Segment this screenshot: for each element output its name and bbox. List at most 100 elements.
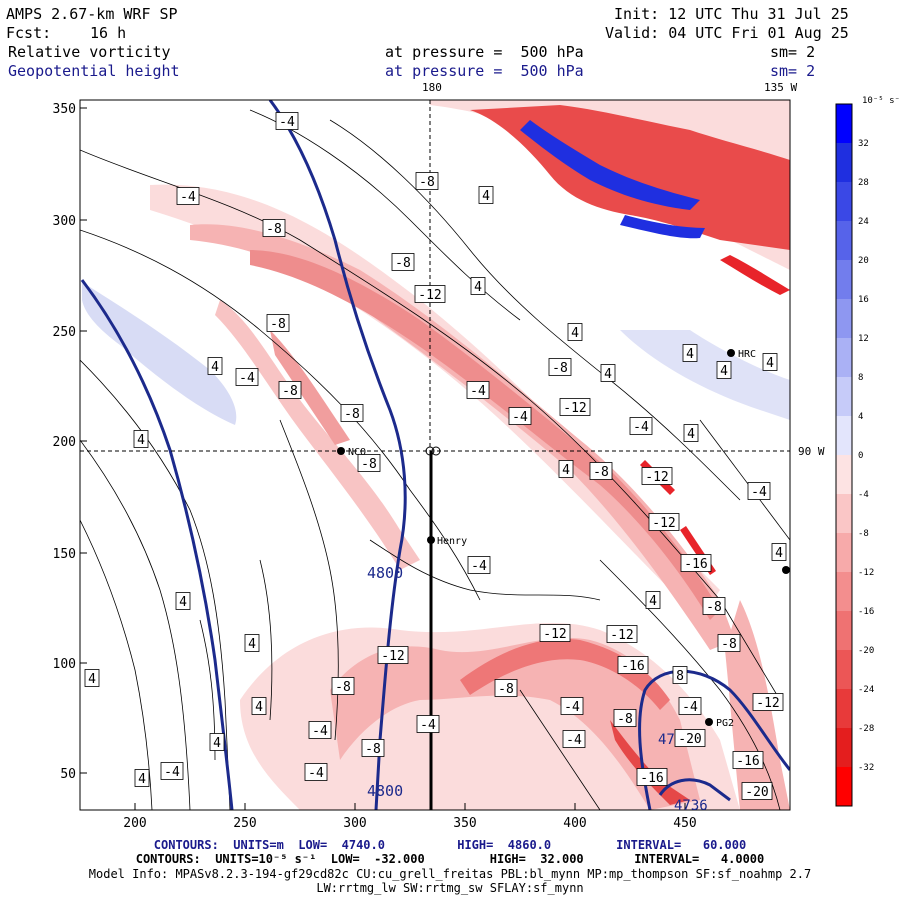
vorticity-label: -8 bbox=[266, 222, 282, 237]
height-contour-central bbox=[268, 100, 407, 810]
vorticity-label-box bbox=[600, 364, 616, 382]
vorticity-label: -8 bbox=[361, 457, 377, 472]
colorbar-tick-label: 20 bbox=[858, 256, 869, 266]
vorticity-label: -4 bbox=[420, 718, 436, 733]
vorticity-label: -16 bbox=[736, 754, 759, 769]
vorticity-label: 4 bbox=[213, 736, 221, 751]
colorbar-tick-label: 28 bbox=[858, 178, 869, 188]
vorticity-label: -4 bbox=[180, 190, 196, 205]
vorticity-label: -8 bbox=[593, 465, 609, 480]
vorticity-label-box bbox=[478, 186, 494, 204]
vorticity-label: 4 bbox=[255, 700, 263, 715]
vorticity-label: 4 bbox=[137, 433, 145, 448]
vorticity-label-box bbox=[494, 679, 518, 697]
vorticity-label-box bbox=[636, 768, 668, 786]
vorticity-label-box bbox=[361, 739, 385, 757]
vorticity-label-box bbox=[559, 398, 591, 416]
vorticity-label: 8 bbox=[676, 669, 684, 684]
vorticity-label: 4 bbox=[720, 364, 728, 379]
field1-name: Relative vorticity bbox=[8, 43, 171, 61]
vorticity-label: 4 bbox=[775, 546, 783, 561]
station-label: Henry bbox=[437, 536, 467, 547]
station-label: PG2 bbox=[716, 718, 734, 729]
y-tick-label: 350 bbox=[53, 102, 76, 117]
footer-model-info: Model Info: MPASv8.2.3-194-gf29cd82c CU:… bbox=[88, 867, 812, 881]
field2-name: Geopotential height bbox=[8, 62, 180, 80]
y-tick-label: 100 bbox=[53, 657, 76, 672]
vorticity-label: -12 bbox=[645, 470, 668, 485]
stations: NCO Henry HRC PG2 bbox=[337, 349, 790, 729]
x-tick-label: 200 bbox=[123, 816, 146, 831]
vorticity-label-box bbox=[84, 669, 100, 687]
vorticity-label-box bbox=[266, 314, 290, 332]
vorticity-label: 4 bbox=[766, 356, 774, 371]
colorbar-cell bbox=[836, 104, 852, 144]
vorticity-label-box bbox=[133, 430, 149, 448]
station-marker bbox=[337, 447, 345, 455]
vorticity-label-box bbox=[416, 715, 440, 733]
colorbar-cell bbox=[836, 377, 852, 417]
vorticity-label-box bbox=[209, 733, 225, 751]
vorticity-label: -16 bbox=[684, 557, 707, 572]
y-tick-label: 250 bbox=[53, 325, 76, 340]
colorbar-tick-label: -20 bbox=[858, 646, 874, 656]
forecast-hour: 16 h bbox=[90, 24, 127, 42]
vorticity-label: -12 bbox=[563, 401, 586, 416]
vorticity-label: -20 bbox=[745, 785, 768, 800]
height-label: 4800 bbox=[367, 782, 403, 800]
vorticity-label: -8 bbox=[498, 682, 514, 697]
meridian-label-180: 180 bbox=[422, 81, 442, 94]
vorticity-label-box bbox=[741, 782, 773, 800]
vorticity-label-box bbox=[672, 666, 688, 684]
vorticity-label: 4 bbox=[248, 637, 256, 652]
colorbar-cell bbox=[836, 533, 852, 573]
meridian-label-90w: 90 W bbox=[798, 445, 825, 458]
vorticity-label-box bbox=[508, 407, 532, 425]
vorticity-label: 4 bbox=[179, 595, 187, 610]
vorticity-label-box bbox=[560, 697, 584, 715]
vorticity-label-box bbox=[175, 592, 191, 610]
footer-vorticity-contours: CONTOURS: UNITS=10⁻⁵ s⁻¹ LOW= -32.000 HI… bbox=[135, 852, 765, 866]
vorticity-label: -8 bbox=[282, 384, 298, 399]
field1-smoothing: sm= 2 bbox=[770, 43, 816, 61]
colorbar-cell bbox=[836, 221, 852, 261]
vorticity-label: -8 bbox=[617, 712, 633, 727]
vorticity-label-box bbox=[674, 729, 706, 747]
vorticity-label-box bbox=[558, 460, 574, 478]
vorticity-label-box bbox=[617, 656, 649, 674]
vorticity-label-box bbox=[562, 730, 586, 748]
vorticity-label-box bbox=[645, 591, 661, 609]
vorticity-label: -8 bbox=[552, 361, 568, 376]
vorticity-label: 4 bbox=[687, 427, 695, 442]
colorbar-tick-label: -16 bbox=[858, 607, 874, 617]
colorbar-cell bbox=[836, 260, 852, 300]
vorticity-label-box bbox=[278, 381, 302, 399]
vorticity-label: -12 bbox=[756, 696, 779, 711]
vorticity-label-box bbox=[244, 634, 260, 652]
colorbar-tick-label: 8 bbox=[858, 373, 863, 383]
vorticity-label: -12 bbox=[543, 627, 566, 642]
vorticity-label: -4 bbox=[682, 700, 698, 715]
vorticity-label: -4 bbox=[751, 485, 767, 500]
field2-smoothing: sm= 2 bbox=[770, 62, 816, 80]
y-tick-label: 50 bbox=[60, 767, 76, 782]
vorticity-label: -8 bbox=[344, 407, 360, 422]
vorticity-label: -8 bbox=[721, 637, 737, 652]
station-marker bbox=[727, 349, 735, 357]
vorticity-label-box bbox=[415, 172, 439, 190]
vorticity-label: 4 bbox=[474, 280, 482, 295]
vorticity-label: -4 bbox=[279, 115, 295, 130]
vorticity-labels: -4 -4 -8 -8 4 -8 -12 4 -8 4 4 -4 4 -8 -8 4 -4 -8 -12 -4 -4 4 -… bbox=[84, 112, 787, 800]
vorticity-label-box bbox=[641, 467, 673, 485]
field1-level: at pressure = 500 hPa bbox=[385, 43, 584, 61]
x-tick-label: 450 bbox=[673, 816, 696, 831]
vorticity-label-box bbox=[548, 358, 572, 376]
vorticity-label-box bbox=[207, 357, 223, 375]
vorticity-label: 4 bbox=[649, 594, 657, 609]
init-time: Init: 12 UTC Thu 31 Jul 25 bbox=[614, 5, 849, 23]
footer-model-info-2: LW:rrtmg_lw SW:rrtmg_sw SFLAY:sf_mynn bbox=[316, 881, 584, 895]
vorticity-label-box bbox=[680, 554, 712, 572]
map-frame bbox=[79, 99, 791, 811]
axis-ticks bbox=[80, 107, 686, 810]
